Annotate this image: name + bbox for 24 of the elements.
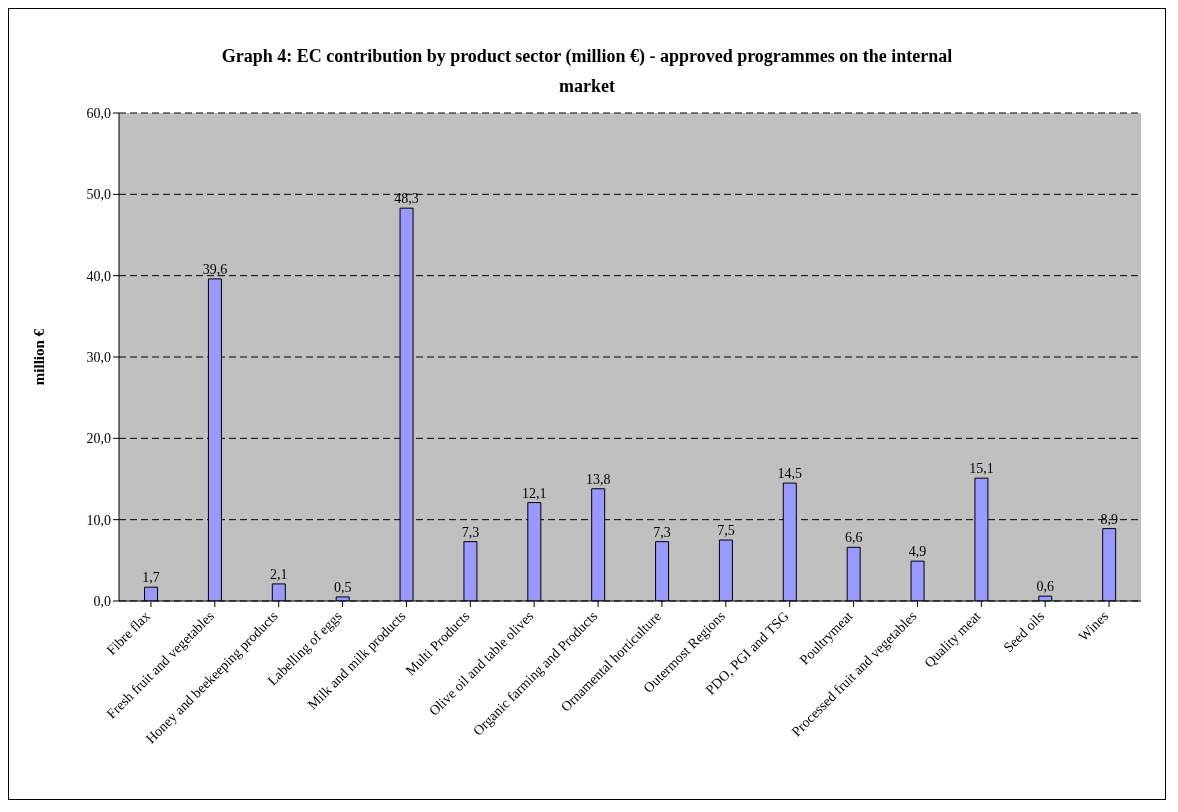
data-label: 14,5 — [777, 466, 803, 482]
data-label: 39,6 — [202, 261, 228, 277]
data-label: 0,5 — [333, 579, 352, 595]
data-label: 7,3 — [461, 524, 480, 540]
chart-title: Graph 4: EC contribution by product sector (million €) - approved programmes on the internal market — [220, 45, 954, 98]
y-tick-label: 0,0 — [93, 593, 111, 609]
y-tick-label: 50,0 — [86, 187, 111, 203]
y-tick-label: 20,0 — [86, 431, 111, 447]
data-label: 1,7 — [142, 570, 160, 586]
data-label: 6,6 — [844, 530, 863, 546]
data-label: 12,1 — [522, 485, 547, 501]
y-tick-label: 10,0 — [86, 512, 111, 528]
data-label: 48,3 — [394, 191, 419, 207]
y-tick-label: 60,0 — [86, 105, 111, 121]
data-label: 7,5 — [717, 523, 735, 538]
data-label: 15,1 — [969, 461, 994, 477]
data-label: 13,8 — [585, 471, 611, 487]
y-axis-title: million € — [31, 328, 48, 386]
data-label: 7,3 — [653, 524, 671, 540]
y-tick-label: 30,0 — [86, 349, 111, 365]
data-label: 0,6 — [1036, 579, 1055, 595]
data-label: 4,9 — [908, 544, 927, 560]
y-tick-label: 40,0 — [86, 268, 111, 284]
data-label: 2,1 — [270, 566, 288, 582]
